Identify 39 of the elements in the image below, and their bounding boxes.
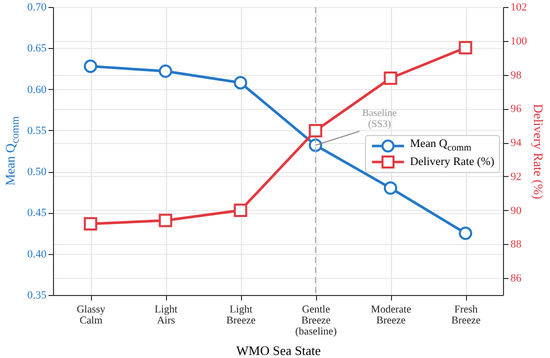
point	[158, 64, 172, 78]
annotation: Baseline (SS3)	[362, 108, 398, 130]
point	[458, 40, 472, 54]
point	[384, 181, 398, 195]
y2-axis-title: Delivery Rate (%)	[531, 104, 546, 200]
legend-label: Mean Q$_{comm}$	[410, 138, 472, 154]
point	[458, 226, 472, 240]
y-tick-label: 0.40	[27, 248, 47, 260]
x-tick-label: Light Airs	[154, 304, 178, 326]
y-tick-label: 0.55	[27, 124, 47, 137]
y-tick-label: 0.70	[27, 2, 47, 14]
point	[234, 204, 248, 217]
point	[158, 214, 172, 228]
y2-tick-label: 88	[510, 238, 522, 251]
y2-tick-label: 92	[510, 170, 522, 183]
x-axis-title: WMO Sea State	[236, 343, 321, 358]
y-tick-label: 0.35	[27, 290, 47, 302]
y2-tick-label: 102	[510, 2, 527, 14]
y2-tick-label: 94	[510, 137, 522, 150]
y-tick-label: 0.50	[27, 166, 47, 178]
y2-tick-label: 96	[510, 103, 522, 116]
point	[384, 71, 398, 85]
y-tick-label: 0.60	[27, 84, 47, 96]
x-tick-label: Fresh Breeze	[451, 304, 481, 326]
point	[84, 217, 98, 231]
x-tick-label: Gentle Breeze (baseline)	[295, 304, 338, 338]
point	[84, 60, 98, 73]
legend-label: Delivery Rate (%)	[410, 156, 494, 168]
x-tick-label: Light Breeze	[226, 304, 256, 326]
y2-tick-label: 90	[510, 204, 522, 217]
x-tick-label: Glassy Calm	[76, 304, 106, 326]
point	[234, 76, 248, 90]
x-tick-label: Moderate Breeze	[370, 304, 412, 326]
y-tick-label: 0.65	[27, 42, 47, 55]
y-tick-label: 0.45	[27, 207, 47, 220]
y2-tick-label: 86	[510, 272, 522, 285]
y2-tick-label: 100	[510, 35, 528, 48]
point	[308, 124, 322, 138]
y2-tick-label: 98	[510, 69, 522, 82]
